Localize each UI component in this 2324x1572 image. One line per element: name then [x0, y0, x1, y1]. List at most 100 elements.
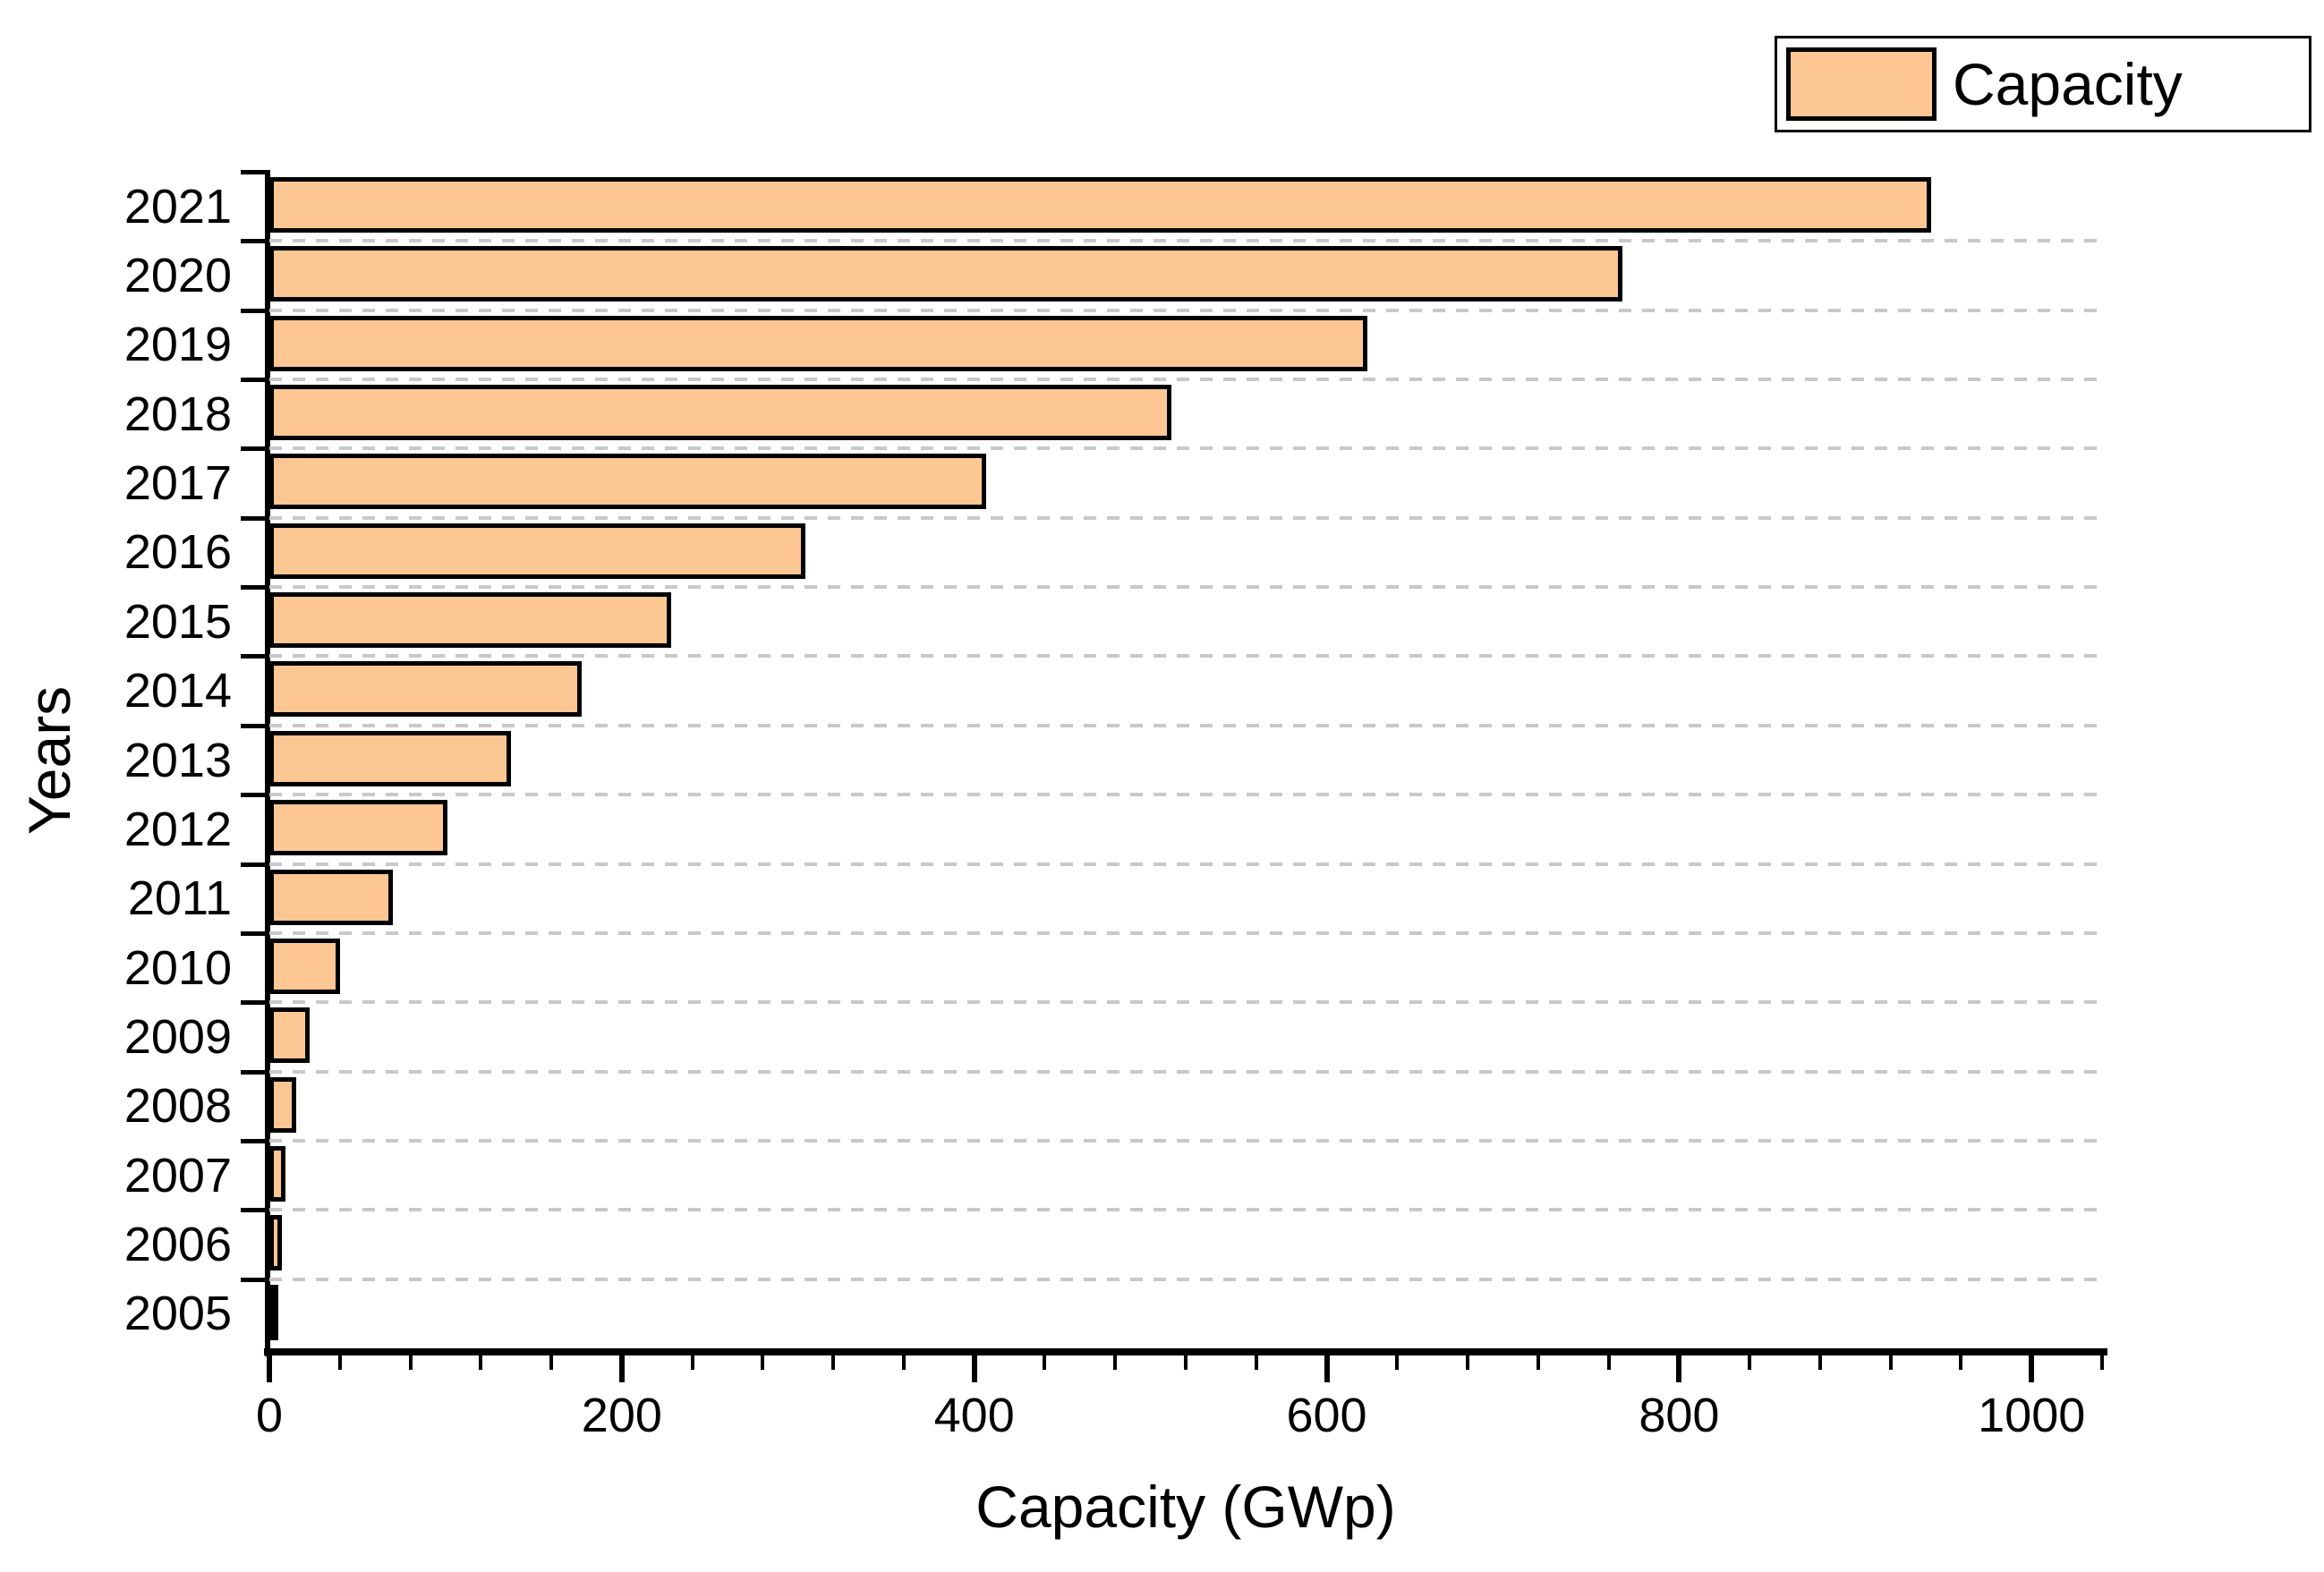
y-axis-tick	[241, 654, 268, 659]
x-axis-minor-tick	[1395, 1355, 1400, 1370]
x-axis-minor-tick	[831, 1355, 836, 1370]
gridline	[269, 1069, 2102, 1074]
y-axis-tick	[241, 515, 268, 521]
x-axis-major-tick	[1324, 1355, 1330, 1382]
gridline	[269, 585, 2102, 590]
y-axis-tick	[241, 1277, 268, 1282]
bar-2021	[269, 177, 1931, 233]
gridline	[269, 930, 2102, 935]
y-tick-label-2011: 2011	[127, 871, 232, 926]
bar-2019	[269, 315, 1367, 371]
y-tick-label-2013: 2013	[123, 733, 232, 787]
x-tick-label-200: 200	[581, 1389, 662, 1442]
y-axis-tick	[241, 793, 268, 798]
y-axis-tick	[241, 930, 268, 936]
x-axis-minor-tick	[1043, 1355, 1047, 1370]
x-axis-minor-tick	[1466, 1355, 1470, 1370]
x-axis-minor-tick	[1748, 1355, 1752, 1370]
x-tick-label-1000: 1000	[1978, 1389, 2086, 1442]
bar-2014	[269, 661, 582, 718]
bar-2011	[269, 869, 393, 925]
bar-2009	[269, 1007, 310, 1064]
y-axis-tick	[241, 170, 268, 174]
x-axis-minor-tick	[1606, 1355, 1611, 1370]
gridline	[269, 1000, 2102, 1005]
y-axis-tick	[241, 1138, 268, 1143]
y-tick-label-2009: 2009	[123, 1009, 232, 1064]
bar-2005	[269, 1284, 278, 1340]
y-axis-line	[265, 170, 270, 1356]
y-tick-label-2017: 2017	[123, 456, 232, 511]
y-tick-label-2014: 2014	[123, 664, 232, 718]
bar-2013	[269, 730, 511, 786]
gridline	[269, 1277, 2102, 1281]
y-axis-tick	[241, 585, 268, 591]
bar-2006	[269, 1215, 282, 1271]
x-axis-major-tick	[971, 1355, 977, 1382]
x-axis-minor-tick	[690, 1355, 694, 1370]
x-axis-minor-tick	[761, 1355, 765, 1370]
x-tick-label-800: 800	[1639, 1389, 1720, 1442]
x-tick-label-0: 0	[255, 1389, 284, 1442]
bar-2007	[269, 1145, 285, 1202]
y-tick-label-2015: 2015	[123, 594, 232, 649]
x-tick-label-400: 400	[933, 1389, 1015, 1442]
gridline	[269, 378, 2102, 382]
gridline	[269, 446, 2102, 451]
y-axis-tick	[241, 723, 268, 728]
bar-2018	[269, 385, 1171, 441]
y-axis-tick	[241, 862, 268, 867]
gridline	[269, 308, 2102, 312]
gridline	[269, 239, 2102, 243]
y-axis-tick	[241, 378, 268, 383]
x-axis-minor-tick	[1113, 1355, 1118, 1370]
x-axis-line	[264, 1348, 2107, 1355]
x-axis-title: Capacity (GWp)	[975, 1474, 1396, 1540]
y-tick-label-2016: 2016	[123, 525, 232, 580]
legend-swatch-capacity	[1786, 47, 1937, 121]
y-tick-label-2008: 2008	[123, 1079, 232, 1134]
x-axis-minor-tick	[479, 1355, 483, 1370]
gridline	[269, 1138, 2102, 1143]
x-axis-major-tick	[618, 1355, 625, 1382]
y-tick-label-2019: 2019	[123, 318, 232, 372]
y-axis-tick	[241, 1000, 268, 1006]
bar-2016	[269, 523, 805, 579]
x-axis-minor-tick	[1254, 1355, 1258, 1370]
bar-2012	[269, 800, 447, 856]
gridline	[269, 862, 2102, 866]
x-axis-major-tick	[267, 1355, 272, 1382]
x-tick-label-600: 600	[1286, 1389, 1367, 1442]
y-axis-tick	[241, 1069, 268, 1075]
y-tick-label-2007: 2007	[123, 1148, 232, 1202]
y-axis-tick	[241, 1208, 268, 1213]
y-tick-label-2020: 2020	[123, 249, 232, 303]
x-axis-minor-tick	[1959, 1355, 1963, 1370]
y-tick-label-2018: 2018	[123, 387, 232, 441]
y-axis-tick	[241, 239, 268, 244]
x-axis-minor-tick	[1888, 1355, 1893, 1370]
x-axis-minor-tick	[337, 1355, 342, 1370]
gridline	[269, 723, 2102, 727]
bar-2010	[269, 938, 340, 994]
x-axis-minor-tick	[1184, 1355, 1188, 1370]
gridline	[269, 654, 2102, 659]
y-tick-label-2012: 2012	[123, 802, 232, 856]
gridline	[269, 793, 2102, 797]
y-tick-label-2021: 2021	[123, 179, 232, 234]
x-axis-minor-tick	[901, 1355, 906, 1370]
bar-2008	[269, 1076, 296, 1133]
legend: Capacity	[1775, 36, 2311, 132]
bar-2020	[269, 246, 1622, 302]
y-axis-title: Years	[16, 685, 82, 836]
y-tick-label-2010: 2010	[123, 940, 232, 995]
x-axis-minor-tick	[2100, 1355, 2104, 1370]
gridline	[269, 515, 2102, 520]
gridline	[269, 1208, 2102, 1212]
x-axis-minor-tick	[408, 1355, 413, 1370]
x-axis-minor-tick	[1536, 1355, 1540, 1370]
x-axis-minor-tick	[1817, 1355, 1822, 1370]
x-axis-minor-tick	[549, 1355, 554, 1370]
y-axis-tick	[241, 446, 268, 452]
